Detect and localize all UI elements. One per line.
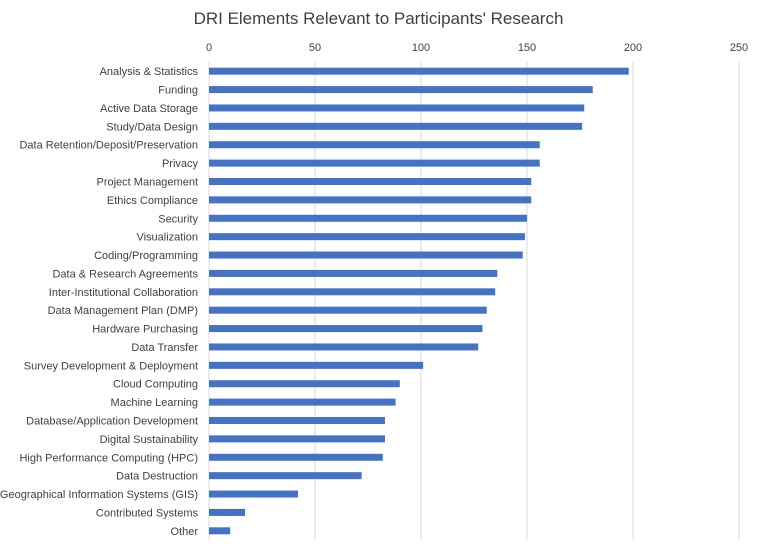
bar — [209, 251, 523, 259]
bar — [209, 343, 479, 351]
bar — [209, 141, 540, 149]
category-label: Database/Application Development — [26, 416, 198, 428]
bar — [209, 508, 246, 516]
category-label: High Performance Computing (HPC) — [19, 452, 198, 464]
category-label: Geographical Information Systems (GIS) — [0, 489, 198, 501]
category-label: Coding/Programming — [94, 250, 198, 262]
category-label: Cloud Computing — [113, 379, 198, 391]
x-tick-label: 0 — [206, 42, 212, 54]
category-label: Hardware Purchasing — [92, 324, 198, 336]
bar — [209, 472, 362, 480]
x-tick-label: 100 — [412, 42, 430, 54]
category-label: Contributed Systems — [96, 507, 199, 519]
bar — [209, 178, 532, 185]
category-label: Privacy — [162, 158, 199, 170]
category-label: Analysis & Statistics — [100, 66, 199, 78]
bar — [209, 196, 532, 204]
bar — [209, 214, 527, 222]
category-label: Security — [158, 213, 198, 225]
x-tick-label: 200 — [624, 42, 642, 54]
category-label: Funding — [158, 85, 198, 97]
category-label: Study/Data Design — [106, 121, 198, 133]
bar — [209, 527, 231, 535]
bar — [209, 453, 383, 461]
category-label: Data Retention/Deposit/Preservation — [19, 140, 198, 152]
bar — [209, 417, 385, 424]
category-label: Ethics Compliance — [107, 195, 198, 207]
bar — [209, 288, 496, 296]
x-tick-label: 50 — [309, 42, 321, 54]
x-axis-tick-labels: 0 50 100 150 200 250 — [206, 42, 748, 54]
category-label: Project Management — [97, 177, 199, 189]
category-label: Data Management Plan (DMP) — [48, 305, 198, 317]
category-labels: Analysis & Statistics Funding Active Data … — [0, 66, 198, 538]
category-label: Active Data Storage — [100, 103, 198, 115]
category-label: Other — [170, 526, 198, 538]
bar — [209, 269, 498, 277]
bar — [209, 490, 299, 498]
x-tick-label: 150 — [518, 42, 536, 54]
bar — [209, 86, 593, 94]
x-tick-label: 250 — [730, 42, 748, 54]
category-label: Machine Learning — [111, 397, 198, 409]
bar — [209, 398, 396, 406]
bars — [209, 67, 629, 535]
category-label: Data & Research Agreements — [52, 268, 198, 280]
bar — [209, 325, 483, 333]
gridlines — [208, 62, 740, 540]
bar — [209, 306, 487, 314]
category-label: Data Transfer — [131, 342, 198, 354]
chart-title: DRI Elements Relevant to Participants' R… — [193, 9, 564, 28]
bar — [209, 233, 525, 241]
category-label: Inter-Institutional Collaboration — [49, 287, 198, 299]
bar — [209, 104, 585, 112]
bar — [209, 67, 629, 75]
category-label: Data Destruction — [116, 471, 198, 483]
bar — [209, 159, 540, 167]
bar — [209, 361, 424, 369]
category-label: Digital Sustainability — [100, 434, 199, 446]
bar — [209, 435, 385, 443]
bar — [209, 380, 400, 388]
category-label: Survey Development & Deployment — [24, 360, 198, 372]
category-label: Visualization — [136, 232, 198, 244]
bar — [209, 122, 583, 130]
